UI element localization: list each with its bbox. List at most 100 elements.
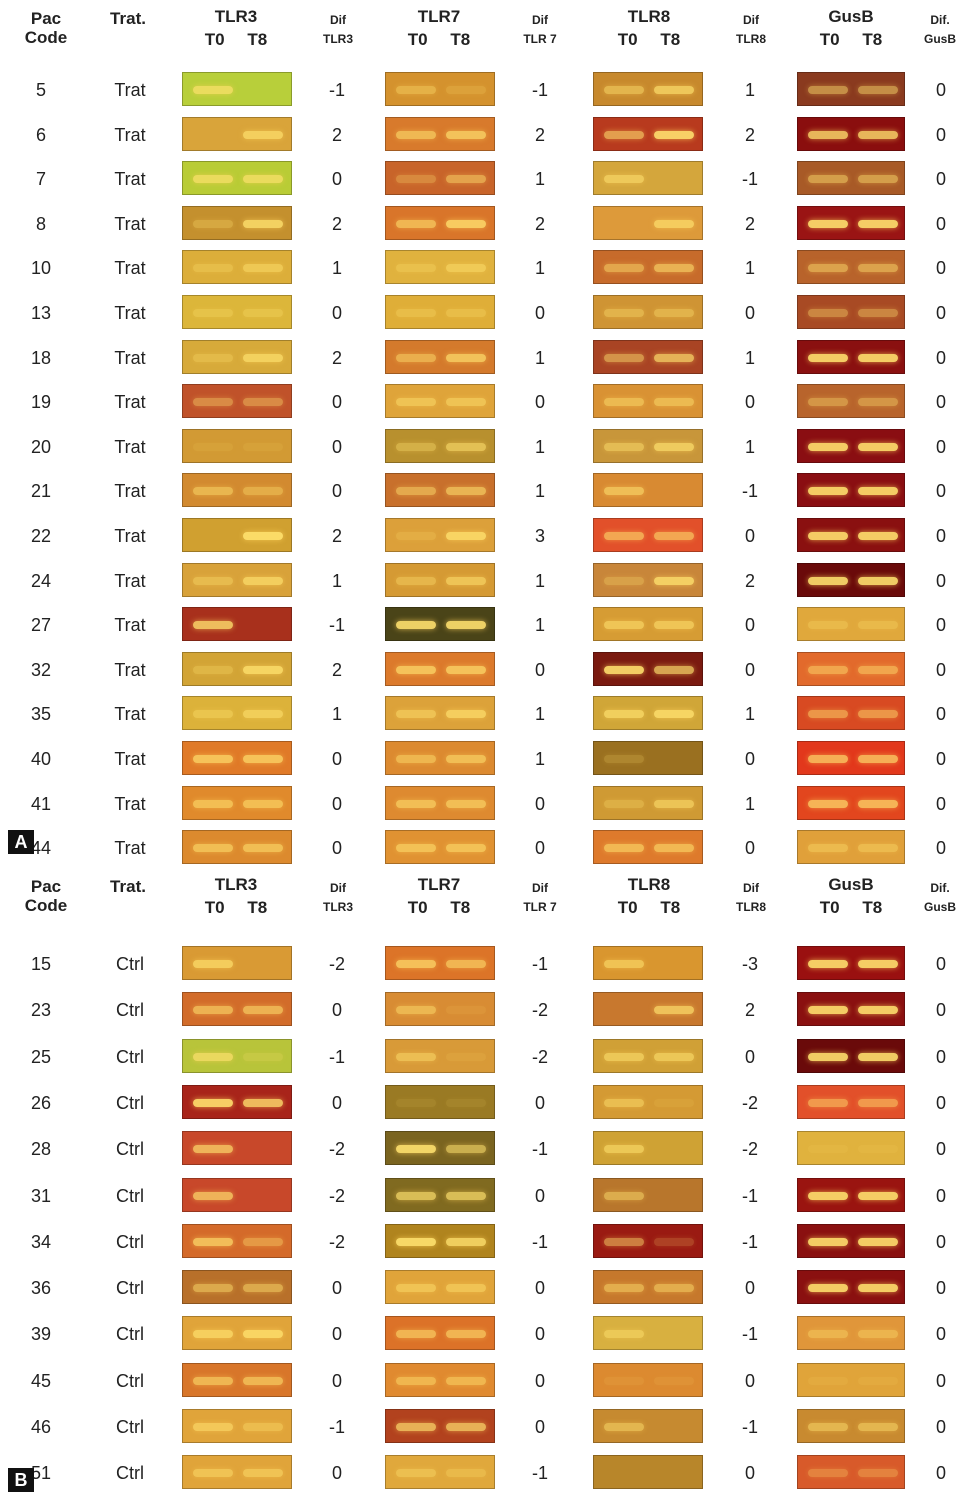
band-t8 bbox=[654, 1284, 694, 1293]
gel-lane-tlr7 bbox=[385, 562, 495, 597]
band-t0 bbox=[808, 219, 848, 228]
gel-lane-tlr7 bbox=[385, 1455, 495, 1490]
treatment-group: Trat bbox=[114, 347, 146, 368]
dif-gusb: 0 bbox=[935, 749, 946, 769]
gel-lane-tlr7 bbox=[385, 1270, 495, 1305]
dif-gusb: 0 bbox=[935, 1139, 946, 1160]
gel-lane-gusb bbox=[797, 1223, 905, 1258]
header-tlr7: TLR7 T0 T8 bbox=[407, 875, 471, 917]
band-t0 bbox=[604, 264, 644, 273]
dif-tlr3: -1 bbox=[328, 615, 345, 636]
band-t0 bbox=[808, 264, 848, 273]
band-t0 bbox=[193, 665, 233, 674]
gel-lane-tlr3 bbox=[182, 785, 292, 820]
band-t8 bbox=[858, 1145, 898, 1154]
patient-code: 18 bbox=[30, 347, 52, 368]
band-t0 bbox=[808, 532, 848, 540]
dif-gusb: 0 bbox=[935, 80, 946, 100]
band-t0 bbox=[808, 1145, 848, 1154]
band-t0 bbox=[604, 1284, 644, 1293]
band-t0 bbox=[604, 309, 644, 317]
band-t8 bbox=[243, 86, 283, 94]
dif-tlr8: 0 bbox=[744, 1278, 755, 1299]
band-t0 bbox=[193, 755, 233, 763]
gel-lane-tlr3 bbox=[182, 1038, 292, 1073]
band-t0 bbox=[604, 1330, 644, 1339]
dif-tlr7: 1 bbox=[534, 704, 545, 725]
dif-tlr7: 1 bbox=[534, 749, 545, 769]
band-t0 bbox=[396, 353, 436, 362]
band-t0 bbox=[193, 1145, 233, 1154]
gel-lane-tlr8 bbox=[593, 161, 703, 196]
band-t0 bbox=[396, 755, 436, 763]
band-t0 bbox=[193, 621, 233, 630]
dif-tlr7: 1 bbox=[534, 615, 545, 636]
treatment-group: Ctrl bbox=[116, 1417, 144, 1437]
band-t0 bbox=[396, 398, 436, 407]
band-t8 bbox=[446, 799, 486, 808]
band-t8 bbox=[243, 665, 283, 674]
band-t8 bbox=[654, 175, 694, 183]
dif-tlr7: 2 bbox=[534, 213, 545, 234]
gel-lane-tlr8 bbox=[593, 1409, 703, 1443]
gel-lane-tlr3 bbox=[182, 651, 292, 686]
patient-code: 21 bbox=[30, 481, 52, 502]
band-t0 bbox=[396, 309, 436, 317]
treatment-group: Ctrl bbox=[116, 1370, 144, 1391]
gel-lane-tlr8 bbox=[593, 830, 703, 865]
dif-tlr7: 0 bbox=[534, 303, 545, 323]
dif-tlr7: -1 bbox=[531, 80, 548, 100]
patient-code: 13 bbox=[30, 303, 52, 323]
table-row: 39 Ctrl 0 0 -1 0 bbox=[0, 1316, 966, 1352]
table-row: 25 Ctrl -1 -2 0 0 bbox=[0, 1038, 966, 1075]
patient-code: 19 bbox=[30, 392, 52, 413]
gel-lane-gusb bbox=[797, 830, 905, 865]
gel-lane-tlr7 bbox=[385, 992, 495, 1027]
dif-tlr7: 1 bbox=[534, 570, 545, 591]
band-t0 bbox=[808, 1052, 848, 1061]
band-t0 bbox=[808, 1006, 848, 1015]
patient-code: 35 bbox=[30, 704, 52, 725]
band-t8 bbox=[654, 86, 694, 94]
gel-lane-tlr7 bbox=[385, 1362, 495, 1397]
table-row: 19 Trat 0 0 0 0 bbox=[0, 384, 966, 420]
patient-code: 40 bbox=[30, 749, 52, 769]
dif-tlr8: 1 bbox=[744, 347, 755, 368]
band-t0 bbox=[193, 86, 233, 94]
table-row: 5 Trat -1 -1 1 0 bbox=[0, 72, 966, 108]
patient-code: 23 bbox=[30, 1000, 52, 1021]
dif-gusb: 0 bbox=[935, 124, 946, 145]
band-t0 bbox=[604, 220, 644, 228]
band-t0 bbox=[808, 398, 848, 407]
panel-b: Pac Code Trat. TLR3 T0 T8 Dif TLR3 TLR7 … bbox=[0, 868, 966, 1493]
band-t0 bbox=[604, 1145, 644, 1154]
band-t8 bbox=[446, 1237, 486, 1246]
header-dif-tlr3: Dif TLR3 bbox=[323, 13, 353, 47]
patient-code: 22 bbox=[30, 526, 52, 546]
band-t8 bbox=[858, 755, 898, 763]
band-t0 bbox=[808, 621, 848, 630]
band-t0 bbox=[808, 844, 848, 853]
gel-lane-gusb bbox=[797, 992, 905, 1027]
dif-tlr8: 0 bbox=[744, 659, 755, 680]
band-t8 bbox=[654, 487, 694, 495]
dif-tlr7: 1 bbox=[534, 169, 545, 190]
dif-tlr7: 0 bbox=[534, 659, 545, 680]
gel-lane-tlr7 bbox=[385, 1223, 495, 1258]
treatment-group: Ctrl bbox=[116, 1278, 144, 1299]
band-t8 bbox=[858, 353, 898, 362]
table-row: 36 Ctrl 0 0 0 0 bbox=[0, 1270, 966, 1306]
gel-lane-tlr3 bbox=[182, 72, 292, 106]
band-t8 bbox=[243, 487, 283, 496]
gel-lane-tlr3 bbox=[182, 946, 292, 980]
dif-tlr8: -2 bbox=[741, 1139, 758, 1160]
band-t8 bbox=[446, 309, 486, 317]
band-t8 bbox=[243, 175, 283, 184]
band-t8 bbox=[243, 219, 283, 228]
band-t8 bbox=[654, 710, 694, 719]
band-t8 bbox=[654, 264, 694, 273]
treatment-group: Trat bbox=[114, 793, 146, 814]
band-t8 bbox=[654, 398, 694, 407]
band-t8 bbox=[654, 1006, 694, 1015]
band-t0 bbox=[193, 1052, 233, 1061]
